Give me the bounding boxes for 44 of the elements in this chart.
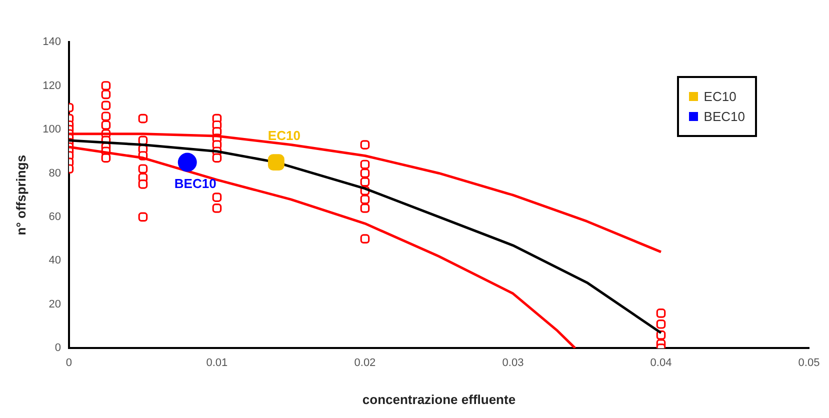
y-axis-title: n° offsprings <box>13 154 28 236</box>
y-tick-label: 40 <box>48 254 61 267</box>
point <box>656 319 666 329</box>
point <box>138 180 148 189</box>
point <box>101 112 111 122</box>
x-tick-label: 0.01 <box>206 356 228 369</box>
point <box>138 114 148 124</box>
point <box>178 152 197 172</box>
point <box>101 100 111 110</box>
y-tick-label: 20 <box>48 298 61 310</box>
legend-label: BEC10 <box>704 109 745 124</box>
y-tick-label: 100 <box>42 124 61 136</box>
point <box>212 192 222 202</box>
point <box>360 194 370 204</box>
x-tick-label: 0.05 <box>798 356 820 369</box>
y-tick-label: 140 <box>42 36 61 48</box>
x-axis-title: concentrazione effluente <box>362 392 516 407</box>
point <box>268 154 284 171</box>
point <box>138 164 148 174</box>
point <box>360 168 370 178</box>
annotation: EC10 <box>268 128 300 143</box>
point <box>101 90 111 100</box>
point <box>360 160 370 170</box>
x-tick-label: 0 <box>66 356 72 369</box>
y-tick-label: 60 <box>48 211 61 224</box>
x-tick-label: 0.04 <box>650 356 672 369</box>
point <box>101 153 111 163</box>
y-tick-label: 80 <box>48 167 61 180</box>
x-tick-label: 0.02 <box>354 356 376 369</box>
point <box>656 308 666 318</box>
point <box>360 234 370 244</box>
point <box>138 212 148 222</box>
legend-label: EC10 <box>704 89 736 104</box>
point <box>101 120 111 130</box>
annotation: BEC10 <box>174 176 216 191</box>
point <box>360 140 370 150</box>
point <box>360 204 370 213</box>
point <box>360 177 370 187</box>
y-tick-label: 0 <box>54 342 61 354</box>
point <box>212 153 222 163</box>
y-tick-label: 120 <box>42 80 61 92</box>
x-tick-label: 0.03 <box>502 356 524 369</box>
point <box>101 81 111 90</box>
point <box>212 204 222 213</box>
